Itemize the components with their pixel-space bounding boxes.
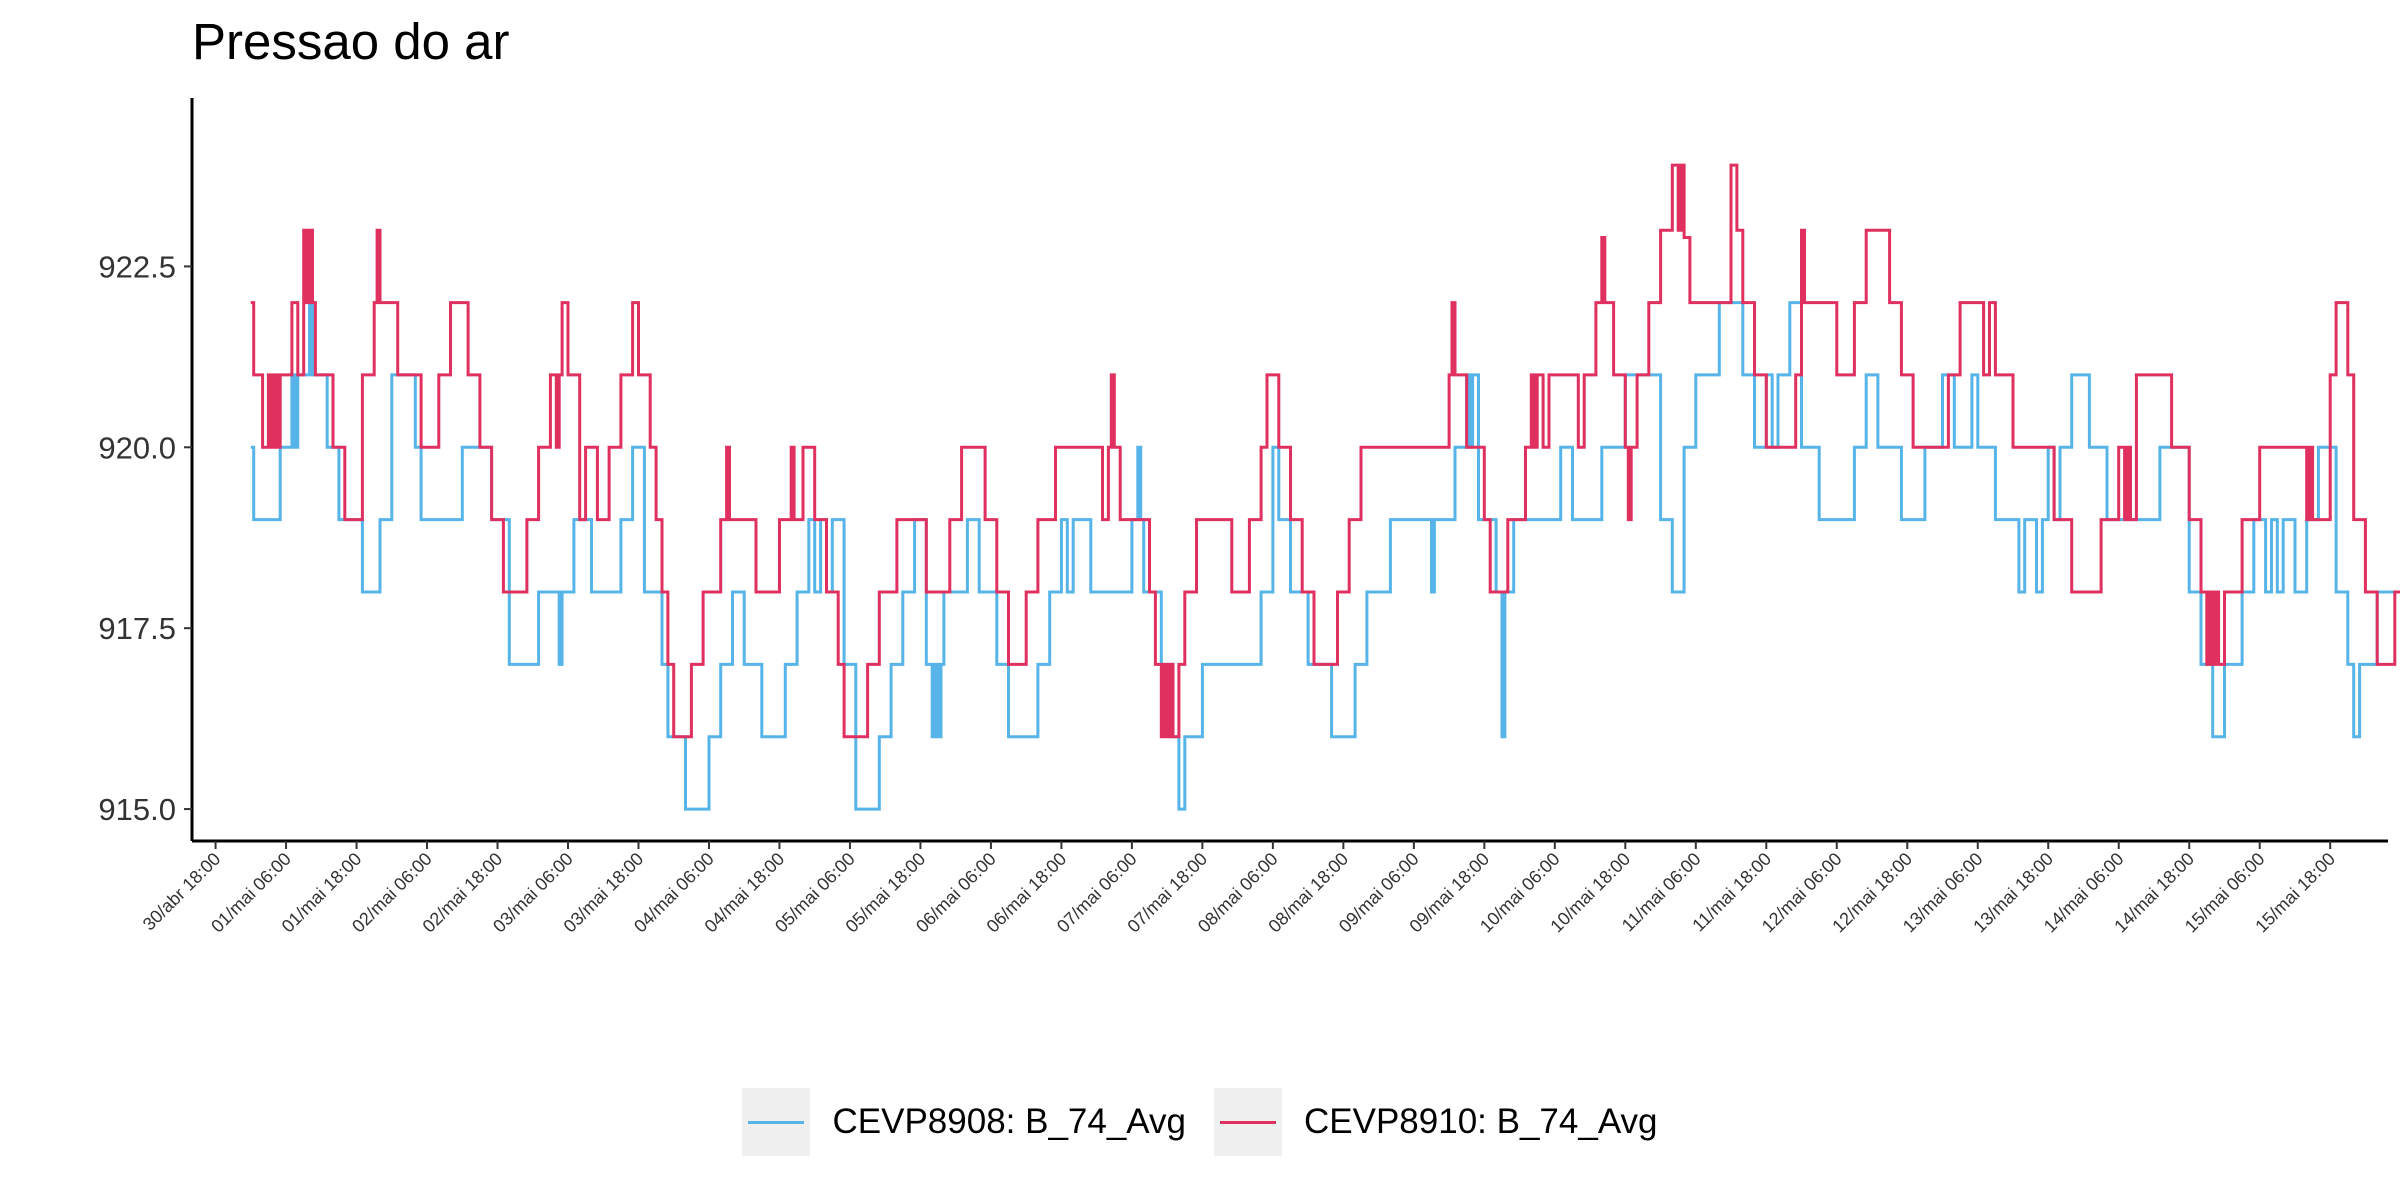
legend-item-cevp8908: CEVP8908: B_74_Avg [742,1088,1186,1156]
series-line-1 [250,163,2400,739]
y-ticks: 915.0 917.5 920.0 922.5 [98,249,192,827]
y-tick-label: 922.5 [98,249,176,284]
y-tick-label: 917.5 [98,611,176,646]
legend-item-cevp8910: CEVP8910: B_74_Avg [1214,1088,1658,1156]
axis-layer [190,98,2388,843]
legend-label-cevp8908: CEVP8908: B_74_Avg [832,1102,1186,1141]
legend: CEVP8908: B_74_Avg CEVP8910: B_74_Avg [0,1082,2400,1162]
y-tick-label: 920.0 [98,430,176,465]
legend-key-cevp8908 [742,1088,811,1156]
series-line-0 [250,301,2400,811]
legend-key-cevp8910 [1214,1088,1282,1156]
legend-line-icon [748,1121,805,1124]
y-tick-label: 915.0 [98,792,176,827]
series-layer [250,163,2400,811]
legend-line-icon [1220,1121,1276,1124]
chart-title: Pressao do ar [192,13,510,70]
legend-label-cevp8910: CEVP8910: B_74_Avg [1304,1102,1658,1141]
